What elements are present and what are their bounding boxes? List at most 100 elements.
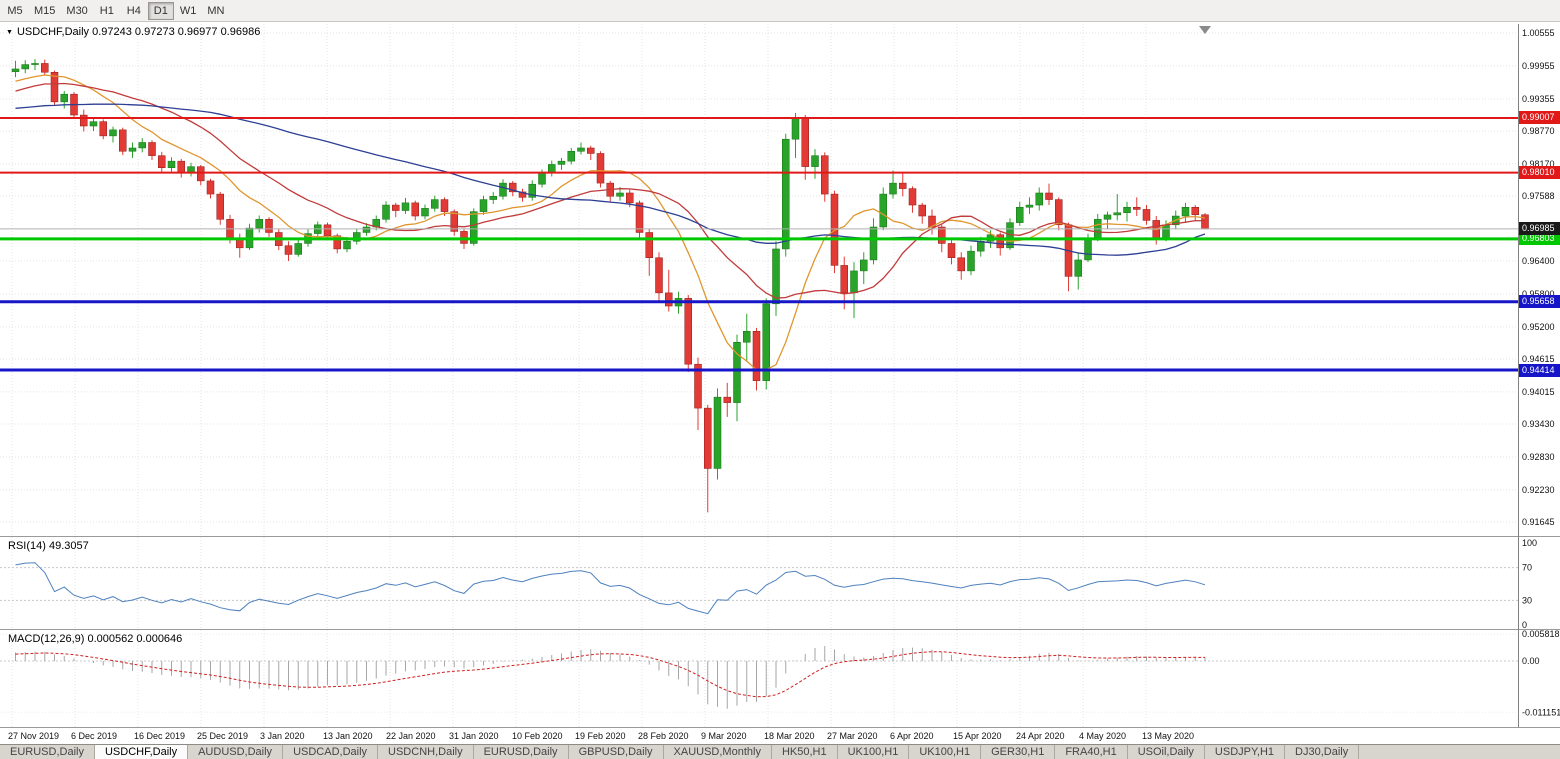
bull-candle	[1113, 212, 1121, 216]
bull-candle	[850, 270, 858, 294]
price-axis-tick: 0.92230	[1522, 485, 1555, 495]
bear-candle	[1142, 209, 1151, 221]
bull-candle	[782, 138, 790, 250]
bear-candle	[450, 211, 458, 232]
bull-candle	[889, 182, 897, 195]
date-axis: 27 Nov 2019 6 Dec 2019 16 Dec 2019 25 Dec 2…	[8, 731, 1194, 741]
chart-tab-eurusd-daily[interactable]: EURUSD,Daily	[473, 745, 569, 759]
panel-separators	[0, 24, 1560, 728]
timeframe-button-m5[interactable]: M5	[7, 4, 23, 17]
bull-candle	[1123, 206, 1131, 213]
chart-tab-ger30-h1[interactable]: GER30,H1	[981, 745, 1056, 759]
rsi-line	[15, 562, 1206, 615]
macd-panel	[0, 633, 1518, 713]
bear-candle	[197, 166, 205, 182]
bull-candle	[1074, 259, 1082, 277]
bear-candle	[50, 71, 59, 103]
timeframe-button-mn[interactable]: MN	[207, 4, 225, 17]
bull-candle	[538, 172, 546, 185]
timeframe-button-d1[interactable]: D1	[147, 1, 174, 20]
chart-tab-usdjpy-h1[interactable]: USDJPY,H1	[1204, 745, 1286, 759]
price-axis-tick: 0.96400	[1522, 256, 1555, 266]
bull-candle	[567, 151, 575, 162]
macd-axis-tick: -0.011151	[1522, 707, 1560, 717]
chart-tab-fra40-h1[interactable]: FRA40,H1	[1055, 745, 1128, 759]
chart-tab-audusd-daily[interactable]: AUDUSD,Daily	[188, 745, 284, 759]
date-axis-label: 6 Dec 2019	[71, 731, 117, 741]
chart-tab-usoil-daily[interactable]: USOil,Daily	[1127, 745, 1205, 759]
bear-candle	[392, 204, 400, 211]
chart-tab-gbpusd-daily[interactable]: GBPUSD,Daily	[568, 745, 664, 759]
moving-averages-group	[15, 74, 1206, 371]
chart-tab-dj30-daily[interactable]: DJ30,Daily	[1285, 745, 1360, 759]
price-axis-tick: 0.98770	[1522, 126, 1555, 136]
timeframe-button-m15[interactable]: M15	[34, 4, 56, 17]
timeframe-button-h1[interactable]: H1	[99, 4, 114, 17]
bear-candle	[684, 298, 692, 365]
chart-shift-marker-icon[interactable]	[1199, 26, 1211, 34]
bull-candle	[21, 64, 29, 70]
price-level-badge: 0.96803	[1519, 232, 1560, 245]
ma-line-sma50	[15, 103, 1206, 256]
bear-candle	[957, 257, 965, 272]
price-axis-tick: 0.95800	[1522, 289, 1555, 299]
bull-candle	[421, 208, 429, 217]
price-axis-tick: 0.93430	[1522, 419, 1555, 429]
timeframe-button-w1[interactable]: W1	[179, 4, 197, 17]
chart-tab-uk100-h1[interactable]: UK100,H1	[837, 745, 910, 759]
bear-candle	[1201, 214, 1209, 230]
date-axis-label: 13 May 2020	[1142, 731, 1194, 741]
bear-candle	[645, 232, 653, 258]
rsi-axis-tick: 100	[1522, 538, 1537, 548]
chart-tab-hk50-h1[interactable]: HK50,H1	[771, 745, 838, 759]
bull-candle	[1025, 204, 1034, 208]
chart-tab-usdcnh-daily[interactable]: USDCNH,Daily	[378, 745, 474, 759]
date-axis-label: 31 Jan 2020	[449, 731, 499, 741]
bull-candle	[382, 204, 390, 220]
bull-candle	[31, 63, 39, 65]
timeframe-button-h4[interactable]: H4	[126, 4, 141, 17]
bear-candle	[323, 224, 332, 237]
bear-candle	[440, 199, 449, 212]
bear-candle	[752, 331, 761, 381]
bull-candle	[431, 199, 439, 209]
bear-candle	[265, 219, 273, 233]
bear-candle	[333, 235, 341, 250]
chart-tab-uk100-h1[interactable]: UK100,H1	[909, 745, 982, 759]
macd-axis-tick: 0.005818	[1522, 629, 1560, 639]
date-axis-label: 25 Dec 2019	[197, 731, 248, 741]
bull-candle	[713, 396, 722, 469]
bull-candle	[772, 248, 780, 305]
date-axis-label: 22 Jan 2020	[386, 731, 436, 741]
bear-candle	[158, 155, 166, 168]
bear-candle	[1133, 206, 1141, 210]
macd-axis-tick: 0.00	[1522, 656, 1540, 666]
chart-info-line: ▼ USDCHF,Daily 0.97243 0.97273 0.96977 0…	[6, 26, 260, 38]
bull-candle	[353, 232, 361, 242]
bear-candle	[821, 155, 829, 195]
bear-candle	[704, 407, 712, 469]
bull-candle	[109, 129, 117, 137]
price-axis-tick: 0.91645	[1522, 517, 1555, 527]
date-axis-label: 19 Feb 2020	[575, 731, 626, 741]
grid	[0, 24, 1518, 727]
price-axis-tick: 0.99955	[1522, 61, 1555, 71]
chart-tab-eurusd-daily[interactable]: EURUSD,Daily	[0, 745, 95, 759]
bear-candle	[99, 121, 107, 137]
bear-candle	[177, 160, 185, 174]
date-axis-label: 27 Mar 2020	[827, 731, 878, 741]
bear-candle	[1045, 192, 1053, 200]
chart-tab-usdchf-daily[interactable]: USDCHF,Daily	[94, 745, 189, 759]
bear-candle	[216, 193, 224, 220]
bear-candle	[635, 202, 644, 233]
bear-candle	[665, 292, 673, 307]
bear-candle	[148, 142, 156, 156]
bull-candle	[89, 121, 98, 127]
chart-tab-usdcad-daily[interactable]: USDCAD,Daily	[283, 745, 379, 759]
bull-candle	[401, 202, 410, 211]
timeframe-button-m30[interactable]: M30	[66, 4, 88, 17]
bear-candle	[1191, 206, 1199, 216]
chart-tab-xauusd-monthly[interactable]: XAUUSD,Monthly	[663, 745, 772, 759]
date-axis-label: 9 Mar 2020	[701, 731, 747, 741]
